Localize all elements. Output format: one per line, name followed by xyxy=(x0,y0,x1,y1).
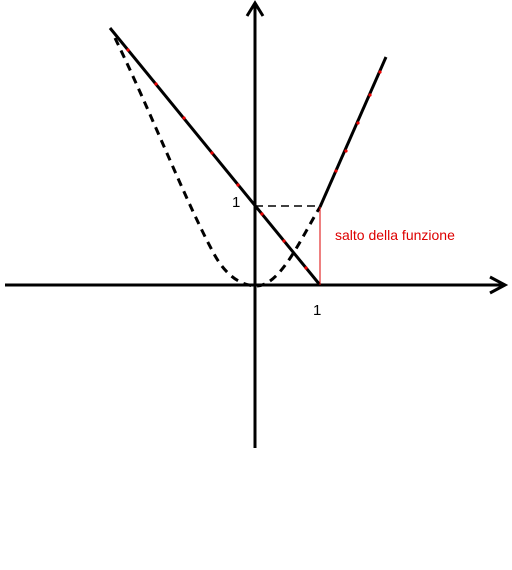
y-axis-arrow xyxy=(245,0,265,17)
red-marks xyxy=(126,48,382,270)
x-tick-label: 1 xyxy=(313,302,321,319)
right-line xyxy=(318,56,388,208)
y-tick-label: 1 xyxy=(232,194,240,211)
dashed-parabola xyxy=(113,37,322,288)
x-axis-arrow xyxy=(489,275,509,295)
annotation: salto della funzione xyxy=(335,227,455,243)
